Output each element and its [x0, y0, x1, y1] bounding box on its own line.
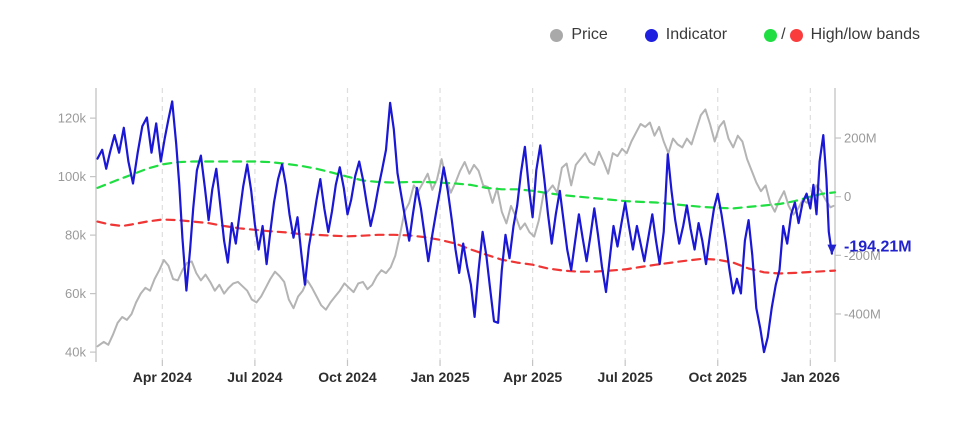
legend-label-indicator: Indicator: [665, 26, 728, 43]
x-tick-label: Oct 2025: [689, 369, 748, 385]
left-tick-label: 80k: [65, 228, 86, 243]
x-tick-label: Apr 2024: [133, 369, 192, 385]
right-tick-label: -400M: [844, 306, 881, 321]
legend-label-price: Price: [571, 26, 608, 43]
current-value-arrow-icon: [827, 244, 837, 255]
band-separator: /: [781, 26, 786, 43]
right-tick-label: -200M: [844, 248, 881, 263]
x-tick-label: Apr 2025: [503, 369, 562, 385]
low-band-dot-icon: [789, 28, 803, 42]
left-tick-label: 40k: [65, 345, 86, 360]
x-tick-label: Jan 2026: [781, 369, 840, 385]
indicator-dot-icon: [644, 28, 658, 42]
price-series: [96, 108, 835, 348]
x-tick-label: Jul 2025: [598, 369, 653, 385]
right-tick-label: 0: [844, 189, 851, 204]
legend-label-bands: High/low bands: [810, 26, 920, 43]
legend-item-bands[interactable]: / High/low bands: [764, 26, 920, 44]
indicator-series: [96, 100, 833, 354]
high-band-series: [96, 160, 837, 210]
left-tick-label: 100k: [58, 169, 87, 184]
legend: Price Indicator / High/low bands: [550, 26, 920, 44]
x-tick-label: Jul 2024: [227, 369, 282, 385]
legend-item-price[interactable]: Price: [550, 26, 608, 44]
right-tick-label: 200M: [844, 131, 877, 146]
x-tick-label: Jan 2025: [410, 369, 469, 385]
high-band-dot-icon: [764, 28, 778, 42]
left-tick-label: 60k: [65, 286, 86, 301]
current-value-label: -194.21M: [844, 239, 912, 256]
x-tick-label: Oct 2024: [318, 369, 377, 385]
price-dot-icon: [550, 28, 564, 42]
left-tick-label: 120k: [58, 111, 87, 126]
low-band-series: [96, 218, 837, 275]
legend-item-indicator[interactable]: Indicator: [644, 26, 728, 44]
